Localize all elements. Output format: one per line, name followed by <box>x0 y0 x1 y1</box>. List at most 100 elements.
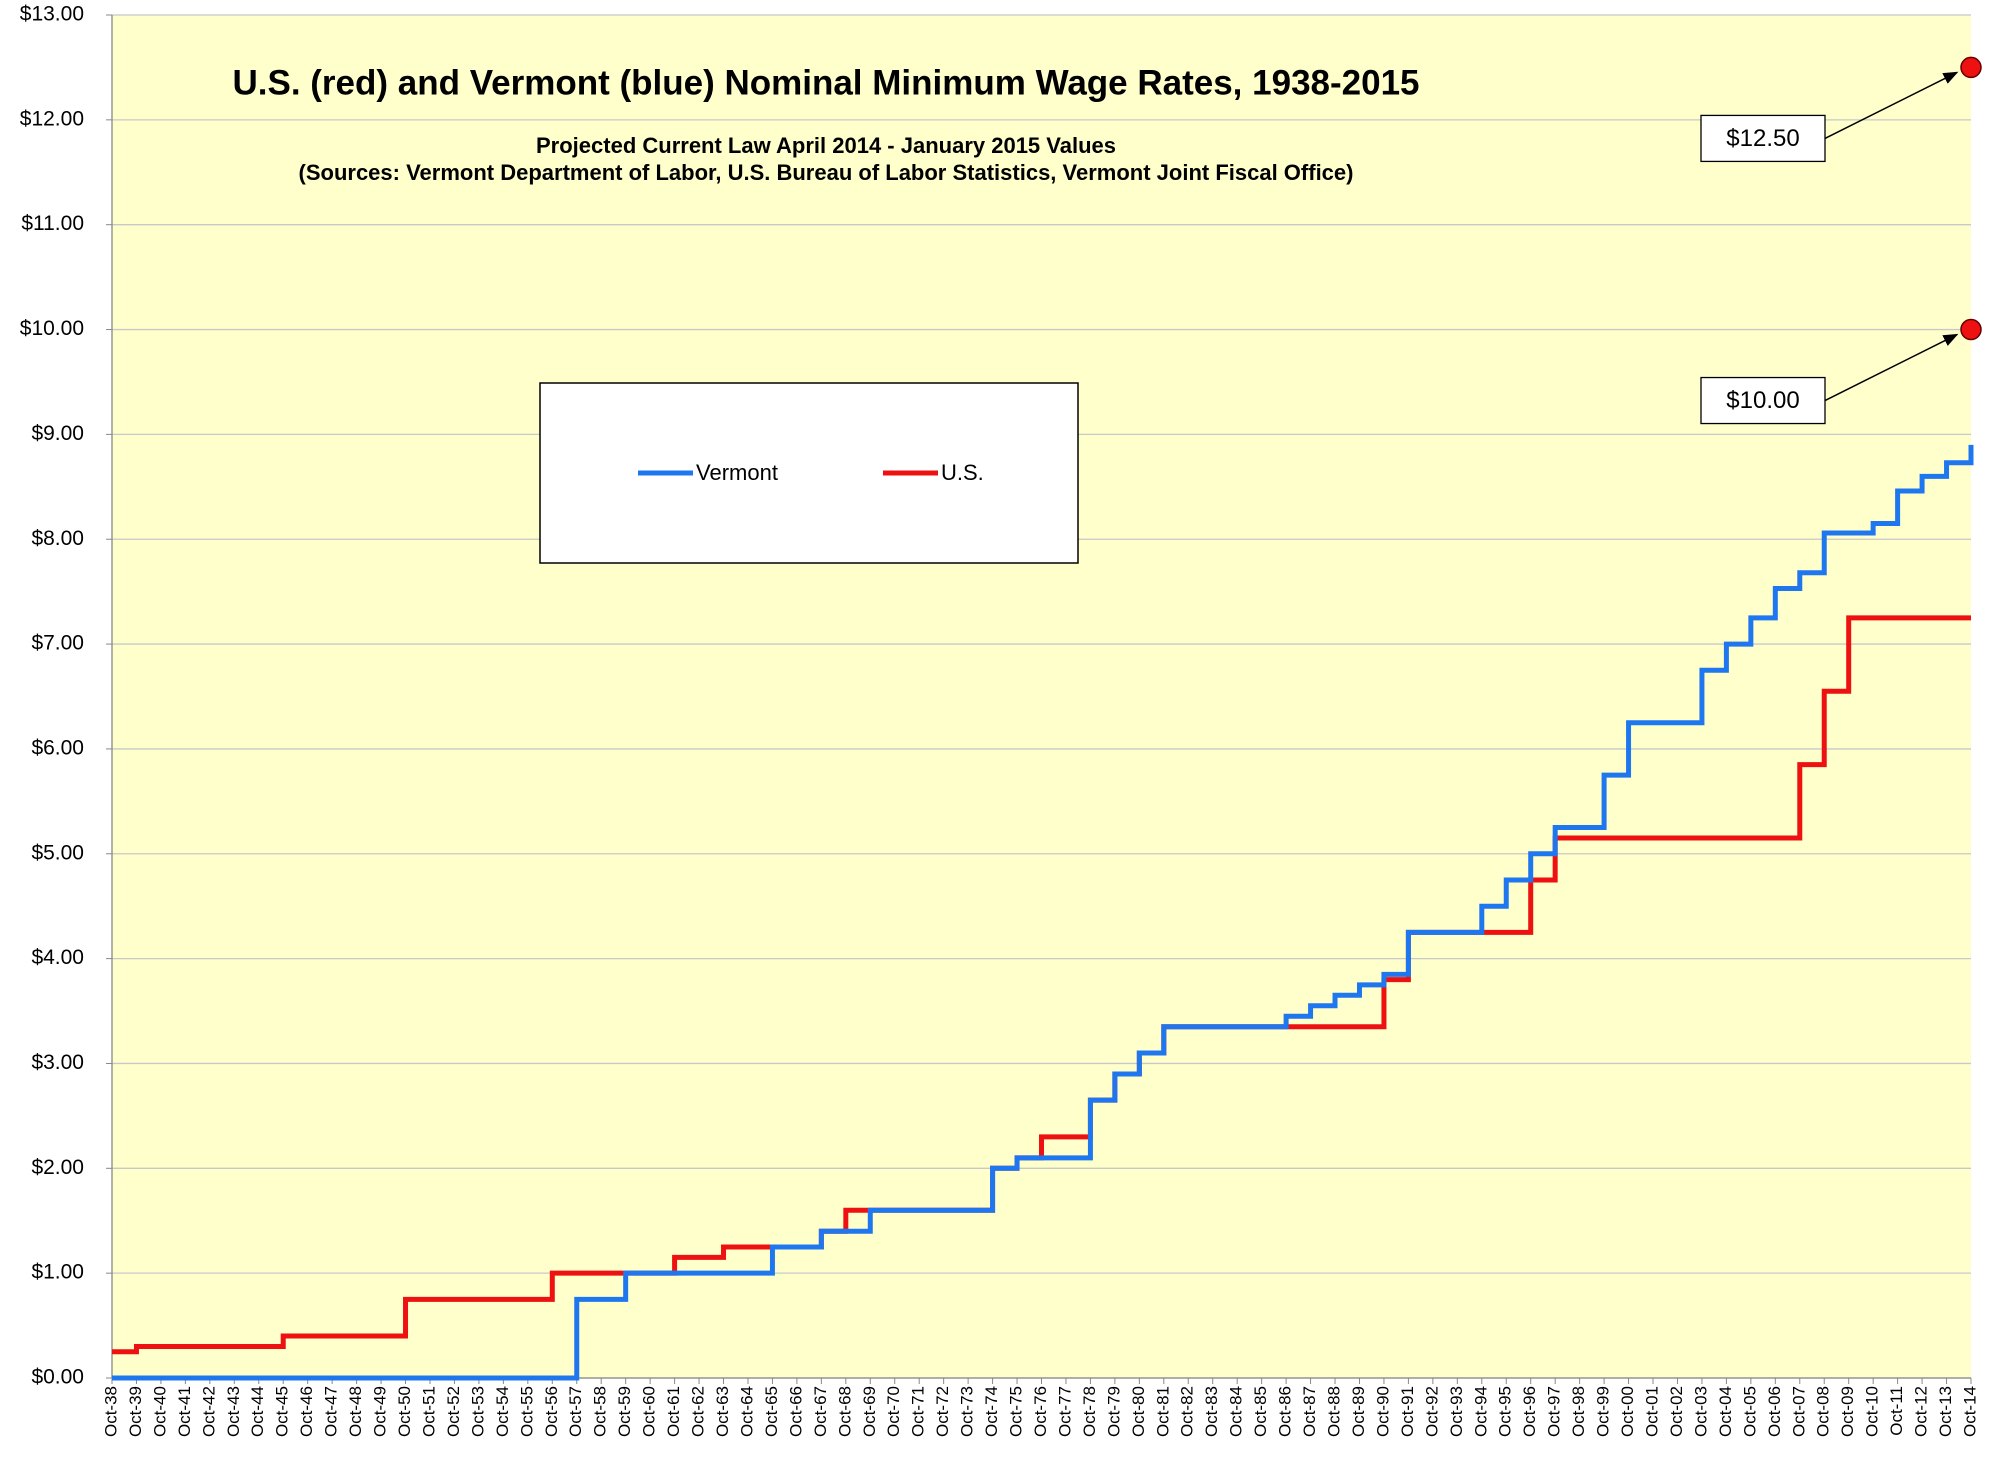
x-tick-label: Oct-86 <box>1276 1386 1295 1437</box>
x-tick-label: Oct-68 <box>835 1386 854 1437</box>
legend-label: Vermont <box>696 460 778 485</box>
x-tick-label: Oct-97 <box>1545 1386 1564 1437</box>
x-tick-label: Oct-74 <box>982 1386 1001 1437</box>
x-tick-label: Oct-05 <box>1740 1386 1759 1437</box>
x-tick-label: Oct-85 <box>1251 1386 1270 1437</box>
y-tick-label: $13.00 <box>20 3 84 26</box>
x-tick-label: Oct-73 <box>958 1386 977 1437</box>
x-tick-label: Oct-01 <box>1642 1386 1661 1437</box>
x-tick-label: Oct-56 <box>542 1386 561 1437</box>
annotation-arrow <box>1824 333 1959 402</box>
x-tick-label: Oct-66 <box>786 1386 805 1437</box>
x-tick-label: Oct-96 <box>1520 1386 1539 1437</box>
x-tick-label: Oct-04 <box>1716 1386 1735 1437</box>
x-tick-label: Oct-08 <box>1814 1386 1833 1437</box>
x-tick-label: Oct-62 <box>689 1386 708 1437</box>
y-tick-label: $1.00 <box>31 1261 84 1284</box>
x-tick-label: Oct-84 <box>1227 1386 1246 1437</box>
x-tick-label: Oct-47 <box>322 1386 341 1437</box>
x-tick-label: Oct-60 <box>640 1386 659 1437</box>
x-tick-label: Oct-06 <box>1765 1386 1784 1437</box>
x-tick-label: Oct-07 <box>1789 1386 1808 1437</box>
x-tick-label: Oct-88 <box>1325 1386 1344 1437</box>
x-tick-label: Oct-79 <box>1104 1386 1123 1437</box>
x-tick-label: Oct-09 <box>1838 1386 1857 1437</box>
x-tick-label: Oct-03 <box>1691 1386 1710 1437</box>
annotation-arrow <box>1824 71 1959 140</box>
x-tick-label: Oct-91 <box>1398 1386 1417 1437</box>
x-tick-label: Oct-50 <box>395 1386 414 1437</box>
subtitle: (Sources: Vermont Department of Labor, U… <box>299 160 1354 185</box>
x-tick-label: Oct-71 <box>909 1386 928 1437</box>
chart-title: U.S. (red) and Vermont (blue) Nominal Mi… <box>232 63 1419 102</box>
x-tick-label: Oct-59 <box>615 1386 634 1437</box>
x-tick-label: Oct-83 <box>1202 1386 1221 1437</box>
x-tick-label: Oct-49 <box>371 1386 390 1437</box>
annotation-label: $10.00 <box>1726 387 1799 414</box>
annotation-box <box>1700 114 1826 163</box>
y-tick-label: $0.00 <box>31 1366 84 1389</box>
x-tick-label: Oct-72 <box>933 1386 952 1437</box>
x-tick-label: Oct-63 <box>713 1386 732 1437</box>
x-tick-label: Oct-48 <box>346 1386 365 1437</box>
x-tick-label: Oct-77 <box>1055 1386 1074 1437</box>
y-tick-label: $4.00 <box>31 946 84 969</box>
x-tick-label: Oct-58 <box>591 1386 610 1437</box>
x-tick-label: Oct-94 <box>1471 1386 1490 1437</box>
x-tick-label: Oct-82 <box>1178 1386 1197 1437</box>
x-tick-label: Oct-78 <box>1080 1386 1099 1437</box>
y-tick-label: $3.00 <box>31 1051 84 1074</box>
y-tick-label: $11.00 <box>21 212 84 235</box>
x-tick-label: Oct-53 <box>468 1386 487 1437</box>
x-tick-label: Oct-51 <box>419 1386 438 1437</box>
x-tick-label: Oct-69 <box>860 1386 879 1437</box>
x-tick-label: Oct-55 <box>517 1386 536 1437</box>
x-tick-label: Oct-57 <box>566 1386 585 1437</box>
x-tick-label: Oct-45 <box>273 1386 292 1437</box>
y-tick-label: $8.00 <box>31 527 84 550</box>
x-tick-label: Oct-38 <box>101 1386 120 1437</box>
x-tick-label: Oct-92 <box>1422 1386 1441 1437</box>
x-tick-label: Oct-76 <box>1031 1386 1050 1437</box>
annotation-label: $12.50 <box>1726 125 1799 152</box>
annotation-dot <box>1960 318 1982 341</box>
x-tick-label: Oct-90 <box>1373 1386 1392 1437</box>
y-tick-label: $9.00 <box>31 422 84 445</box>
x-tick-label: Oct-14 <box>1960 1386 1979 1437</box>
x-tick-label: Oct-54 <box>493 1386 512 1437</box>
x-tick-label: Oct-93 <box>1447 1386 1466 1437</box>
x-tick-label: Oct-70 <box>884 1386 903 1437</box>
x-tick-label: Oct-40 <box>150 1386 169 1437</box>
x-tick-label: Oct-95 <box>1496 1386 1515 1437</box>
x-tick-label: Oct-87 <box>1300 1386 1319 1437</box>
y-tick-label: $6.00 <box>31 736 84 759</box>
annotation-box <box>1700 376 1826 425</box>
y-tick-label: $7.00 <box>31 632 84 655</box>
x-tick-label: Oct-43 <box>224 1386 243 1437</box>
plot-area <box>112 15 1971 1378</box>
x-tick-label: Oct-65 <box>762 1386 781 1437</box>
y-tick-label: $2.00 <box>31 1156 84 1179</box>
y-tick-label: $12.00 <box>20 107 84 130</box>
x-tick-label: Oct-98 <box>1569 1386 1588 1437</box>
y-tick-label: $10.00 <box>20 317 84 340</box>
x-tick-label: Oct-80 <box>1129 1386 1148 1437</box>
x-tick-label: Oct-42 <box>199 1386 218 1437</box>
series-line <box>112 615 1971 1355</box>
x-tick-label: Oct-75 <box>1007 1386 1026 1437</box>
legend-box <box>539 382 1079 564</box>
y-tick-label: $5.00 <box>31 841 84 864</box>
legend: Vermont U.S. <box>539 382 1079 564</box>
legend-label: U.S. <box>941 460 984 485</box>
x-tick-label: Oct-46 <box>297 1386 316 1437</box>
x-tick-label: Oct-41 <box>175 1386 194 1437</box>
x-tick-label: Oct-64 <box>737 1386 756 1437</box>
x-tick-label: Oct-52 <box>444 1386 463 1437</box>
x-tick-label: Oct-89 <box>1349 1386 1368 1437</box>
x-tick-label: Oct-67 <box>811 1386 830 1437</box>
x-tick-label: Oct-02 <box>1667 1386 1686 1437</box>
x-tick-label: Oct-99 <box>1594 1386 1613 1437</box>
x-tick-label: Oct-12 <box>1912 1386 1931 1437</box>
series-line <box>112 444 1974 1381</box>
